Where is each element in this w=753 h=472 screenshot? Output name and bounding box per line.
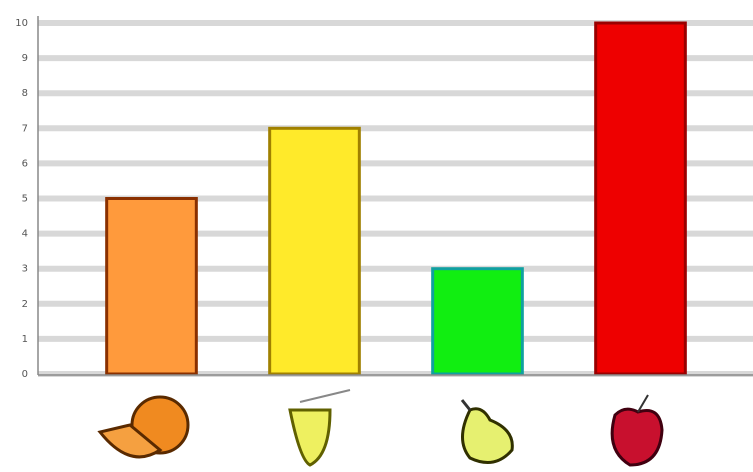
plot: 0 1 2 3 4 5 6 7 8 9 10 [15,18,753,380]
y-tick-label: 6 [22,158,28,169]
y-tick-label: 4 [22,229,28,240]
bar [105,197,198,376]
pear-icon [460,399,514,464]
y-tick-label: 7 [22,123,28,134]
y-tick-label: 8 [22,88,28,99]
banana-icon [288,389,351,467]
y-tick-label: 2 [22,299,28,310]
bar [268,126,361,376]
apple-icon [610,394,664,467]
orange-icon [97,395,190,459]
y-tick-label: 9 [22,53,28,64]
y-tick-label: 1 [22,334,28,345]
y-tick-label: 0 [22,369,28,380]
y-tick-label: 5 [22,194,28,205]
y-tick-label: 3 [22,264,28,275]
bar [431,267,524,376]
y-tick-label: 10 [15,18,28,29]
bar [594,21,687,376]
